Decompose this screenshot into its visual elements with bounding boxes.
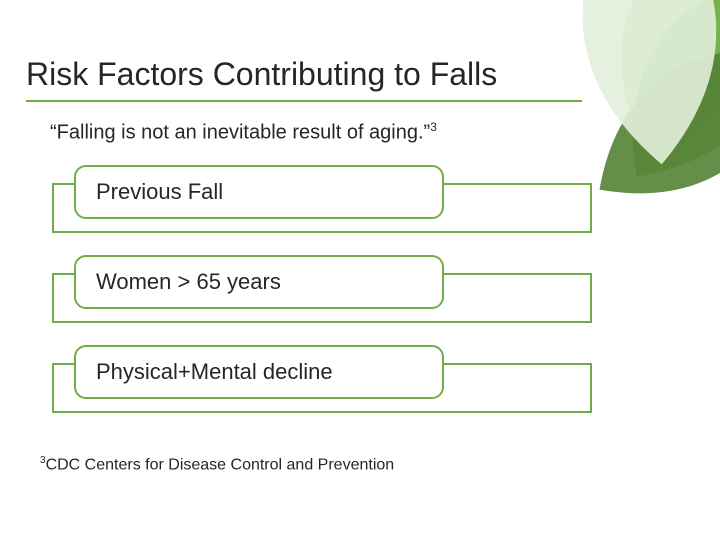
item-label: Previous Fall bbox=[96, 179, 223, 205]
pill: Physical+Mental decline bbox=[74, 345, 444, 399]
quote: “Falling is not an inevitable result of … bbox=[50, 120, 437, 145]
list-item: Women > 65 years bbox=[52, 255, 592, 315]
quote-text: “Falling is not an inevitable result of … bbox=[50, 122, 430, 144]
quote-sup: 3 bbox=[430, 120, 437, 134]
footnote-text: CDC Centers for Disease Control and Prev… bbox=[46, 456, 395, 473]
footnote: 3CDC Centers for Disease Control and Pre… bbox=[40, 455, 394, 474]
item-label: Physical+Mental decline bbox=[96, 359, 333, 385]
list-item: Previous Fall bbox=[52, 165, 592, 225]
title-underline bbox=[26, 100, 582, 102]
pill: Women > 65 years bbox=[74, 255, 444, 309]
slide-title: Risk Factors Contributing to Falls bbox=[26, 56, 497, 93]
risk-factor-list: Previous Fall Women > 65 years Physical+… bbox=[52, 165, 592, 435]
pill: Previous Fall bbox=[74, 165, 444, 219]
item-label: Women > 65 years bbox=[96, 269, 281, 295]
slide: Risk Factors Contributing to Falls “Fall… bbox=[0, 0, 720, 540]
list-item: Physical+Mental decline bbox=[52, 345, 592, 405]
